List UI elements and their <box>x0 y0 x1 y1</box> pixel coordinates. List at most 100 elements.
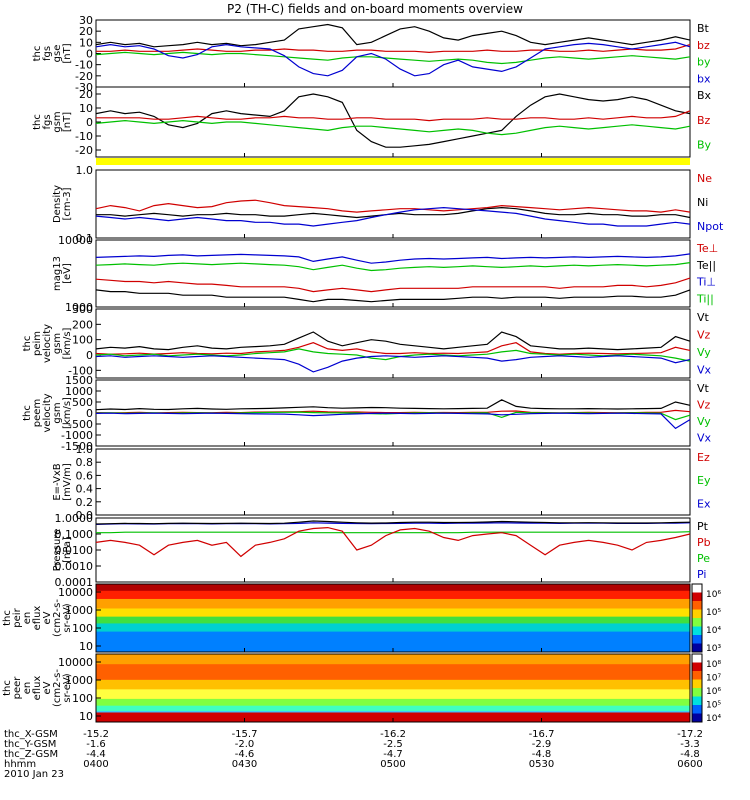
ephemeris-row-label: thc_X-GSM <box>4 729 58 740</box>
legend-entry: Ni <box>697 196 708 209</box>
y-axis-label-line: velocity <box>42 324 53 363</box>
panel-frame <box>95 19 691 88</box>
y-tick-label: 0.8 <box>76 456 94 469</box>
ephemeris-footer: thc_X-GSM -15.2 -15.7 -16.2 -16.7 -17.2 thc_Y-… <box>4 729 703 780</box>
y-tick-label: -10 <box>75 59 93 72</box>
y-tick-label: 300 <box>72 303 93 316</box>
panel-pressure: 1.0000 0.1000 0.0100 0.0010 0.0001 Pressure [n… <box>52 512 711 589</box>
y-tick-label: 30 <box>79 14 93 27</box>
y-axis-label-line: Density <box>52 185 63 223</box>
y-axis-label-line: [nPa] <box>62 537 73 563</box>
legend-entry: Pt <box>697 520 709 533</box>
y-axis-label-line: [eV] <box>62 263 73 284</box>
y-tick-label: 20 <box>79 25 93 38</box>
ephemeris-value: 0500 <box>380 759 405 770</box>
y-tick-label: 100 <box>72 334 93 347</box>
panel-peer_spectrogram: 10⁸ 10⁷ 10⁶ 10⁵ 10⁴ 10000 1000 100 10 thc peer en ef… <box>2 653 721 724</box>
ephemeris-value: -17.2 <box>677 729 703 740</box>
colorbar-segment <box>692 679 702 689</box>
legend-entry: Pb <box>697 536 711 549</box>
y-tick-label: 1000 <box>65 604 93 617</box>
y-axis-label-line: [nT] <box>62 43 73 63</box>
y-tick-label: 0 <box>86 407 93 420</box>
legend-entry: Bz <box>697 114 711 127</box>
y-tick-label: 0.4 <box>76 483 94 496</box>
y-tick-label: 1.0000 <box>55 512 94 525</box>
legend-entry: by <box>697 56 711 69</box>
y-tick-label: 10 <box>79 36 93 49</box>
y-tick-label: 10 <box>79 710 93 723</box>
y-tick-label: 10 <box>79 640 93 653</box>
ephemeris-value: -4.6 <box>235 749 255 760</box>
legend-entry: Vt <box>697 382 710 395</box>
y-tick-label: -10 <box>75 130 93 143</box>
y-axis-label-line: velocity <box>42 393 53 432</box>
y-axis-label: E=-VxB [mV/m] <box>52 463 73 501</box>
y-tick-label: 1000 <box>65 674 93 687</box>
y-axis-label: thc peir en eflux eV (cm2-s-sr-eV) <box>2 599 73 637</box>
y-tick-label: -1000 <box>61 429 93 442</box>
y-axis-label-line: gsm <box>52 402 63 423</box>
ephemeris-row-label: hhmm <box>4 759 36 770</box>
ephemeris-value: 0400 <box>83 759 108 770</box>
series-line-by <box>95 51 691 65</box>
legend-entry: Pe <box>697 552 710 565</box>
y-tick-label: 0 <box>86 349 93 362</box>
series-line-Te⊥ <box>95 277 691 293</box>
colorbar-segment <box>692 635 702 644</box>
panel-frame <box>95 169 691 239</box>
ephemeris-value: -2.9 <box>532 739 552 750</box>
colorbar-tick-label: 10⁷ <box>706 674 721 684</box>
y-axis-label-line: [km/s] <box>62 327 73 359</box>
y-axis-label-line: Pressure <box>52 529 63 572</box>
series-line-Ni <box>96 206 691 219</box>
spectrogram-band <box>96 679 690 690</box>
y-axis-label-line: sr-eV) <box>62 673 73 702</box>
spectrogram-band <box>96 616 690 624</box>
colorbar-tick-label: 10⁶ <box>706 590 721 600</box>
y-axis-label: Pressure [nPa] <box>52 529 73 572</box>
y-tick-label: -500 <box>68 418 93 431</box>
ephemeris-value: -4.7 <box>383 749 403 760</box>
panel-flag_bar <box>96 158 690 165</box>
panel-frame <box>95 448 691 516</box>
y-axis-label: mag13 [eV] <box>52 256 73 291</box>
y-tick-label: 0.0010 <box>55 560 94 573</box>
series-line-bz <box>96 44 691 54</box>
y-axis-label-line: eflux <box>32 606 43 631</box>
legend-entry: Vt <box>697 311 710 324</box>
y-tick-label: 0.6 <box>76 469 94 482</box>
y-axis-label: thc fgs gsm [nT] <box>32 111 73 132</box>
y-tick-label: 1000 <box>65 385 93 398</box>
ephemeris-value: -15.2 <box>83 729 109 740</box>
y-axis-label: thc peer en eflux eV (cm2-s-sr-eV) <box>2 669 73 707</box>
y-axis-label-line: [cm-3] <box>62 187 73 220</box>
legend-entry: Vx <box>697 363 712 376</box>
y-axis-label-line: thc <box>22 405 33 421</box>
y-axis-label-line: peer <box>12 676 23 700</box>
y-axis-label: thc peem velocity gsm [km/s] <box>22 393 73 432</box>
colorbar-segment <box>692 671 702 680</box>
y-axis-label-line: peem <box>32 399 43 427</box>
legend-entry: Ti|| <box>696 293 714 306</box>
legend-entry: bz <box>697 39 710 52</box>
y-tick-label: 0.0 <box>76 509 94 522</box>
y-tick-label: 10000 <box>58 656 93 669</box>
y-tick-label: -100 <box>68 364 93 377</box>
chart-title: P2 (TH-C) fields and on-board moments ov… <box>227 2 523 16</box>
ephemeris-value: -3.3 <box>680 739 700 750</box>
y-axis-label-line: eV <box>42 681 53 694</box>
colorbar-segment <box>692 584 702 593</box>
panel-peir_spectrogram: 10⁶ 10⁵ 10⁴ 10³ 10000 1000 100 10 thc peir en eflux… <box>2 583 721 654</box>
y-axis-label-line: fgs <box>42 114 53 129</box>
y-axis-label-line: mag13 <box>52 256 63 291</box>
y-axis-label-line: E=-VxB <box>52 463 63 500</box>
legend-entry: Ey <box>697 474 711 487</box>
legend-entry: Bt <box>697 22 710 35</box>
legend-entry: Npot <box>697 220 724 233</box>
ephemeris-value: 0600 <box>677 759 702 770</box>
ephemeris-value: -4.4 <box>86 749 106 760</box>
